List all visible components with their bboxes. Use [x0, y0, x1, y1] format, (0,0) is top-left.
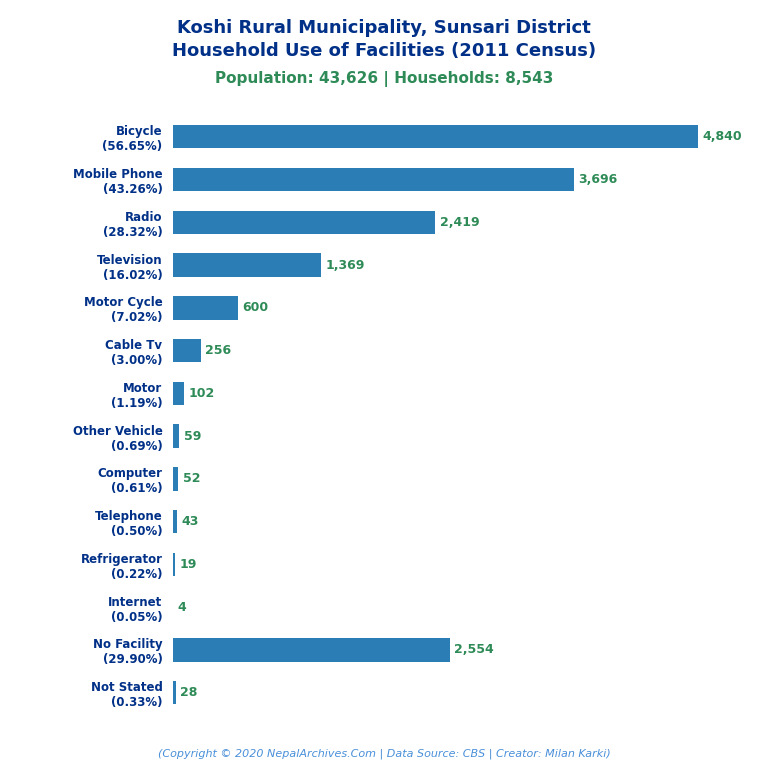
Bar: [173, 467, 178, 491]
Text: 19: 19: [179, 558, 197, 571]
Bar: [173, 125, 698, 148]
Text: Population: 43,626 | Households: 8,543: Population: 43,626 | Households: 8,543: [215, 71, 553, 87]
Text: 52: 52: [183, 472, 200, 485]
Text: 102: 102: [188, 387, 214, 400]
Bar: [173, 425, 179, 448]
Bar: [173, 510, 177, 534]
Text: 43: 43: [182, 515, 199, 528]
Text: Koshi Rural Municipality, Sunsari District: Koshi Rural Municipality, Sunsari Distri…: [177, 19, 591, 37]
Bar: [173, 253, 322, 276]
Text: 2,554: 2,554: [455, 644, 494, 657]
Text: 2,419: 2,419: [440, 216, 479, 229]
Text: 4: 4: [177, 601, 187, 614]
Text: 4,840: 4,840: [703, 131, 742, 144]
Bar: [173, 382, 184, 405]
Text: 600: 600: [242, 301, 268, 314]
Bar: [173, 339, 200, 362]
Text: (Copyright © 2020 NepalArchives.Com | Data Source: CBS | Creator: Milan Karki): (Copyright © 2020 NepalArchives.Com | Da…: [157, 748, 611, 759]
Bar: [173, 210, 435, 234]
Text: 1,369: 1,369: [326, 259, 365, 272]
Text: Household Use of Facilities (2011 Census): Household Use of Facilities (2011 Census…: [172, 42, 596, 60]
Text: 256: 256: [205, 344, 231, 357]
Bar: [173, 553, 175, 576]
Bar: [173, 681, 176, 704]
Bar: [173, 296, 238, 319]
Text: 59: 59: [184, 429, 201, 442]
Bar: [173, 167, 574, 191]
Text: 28: 28: [180, 686, 197, 699]
Text: 3,696: 3,696: [578, 173, 617, 186]
Bar: [173, 638, 450, 662]
